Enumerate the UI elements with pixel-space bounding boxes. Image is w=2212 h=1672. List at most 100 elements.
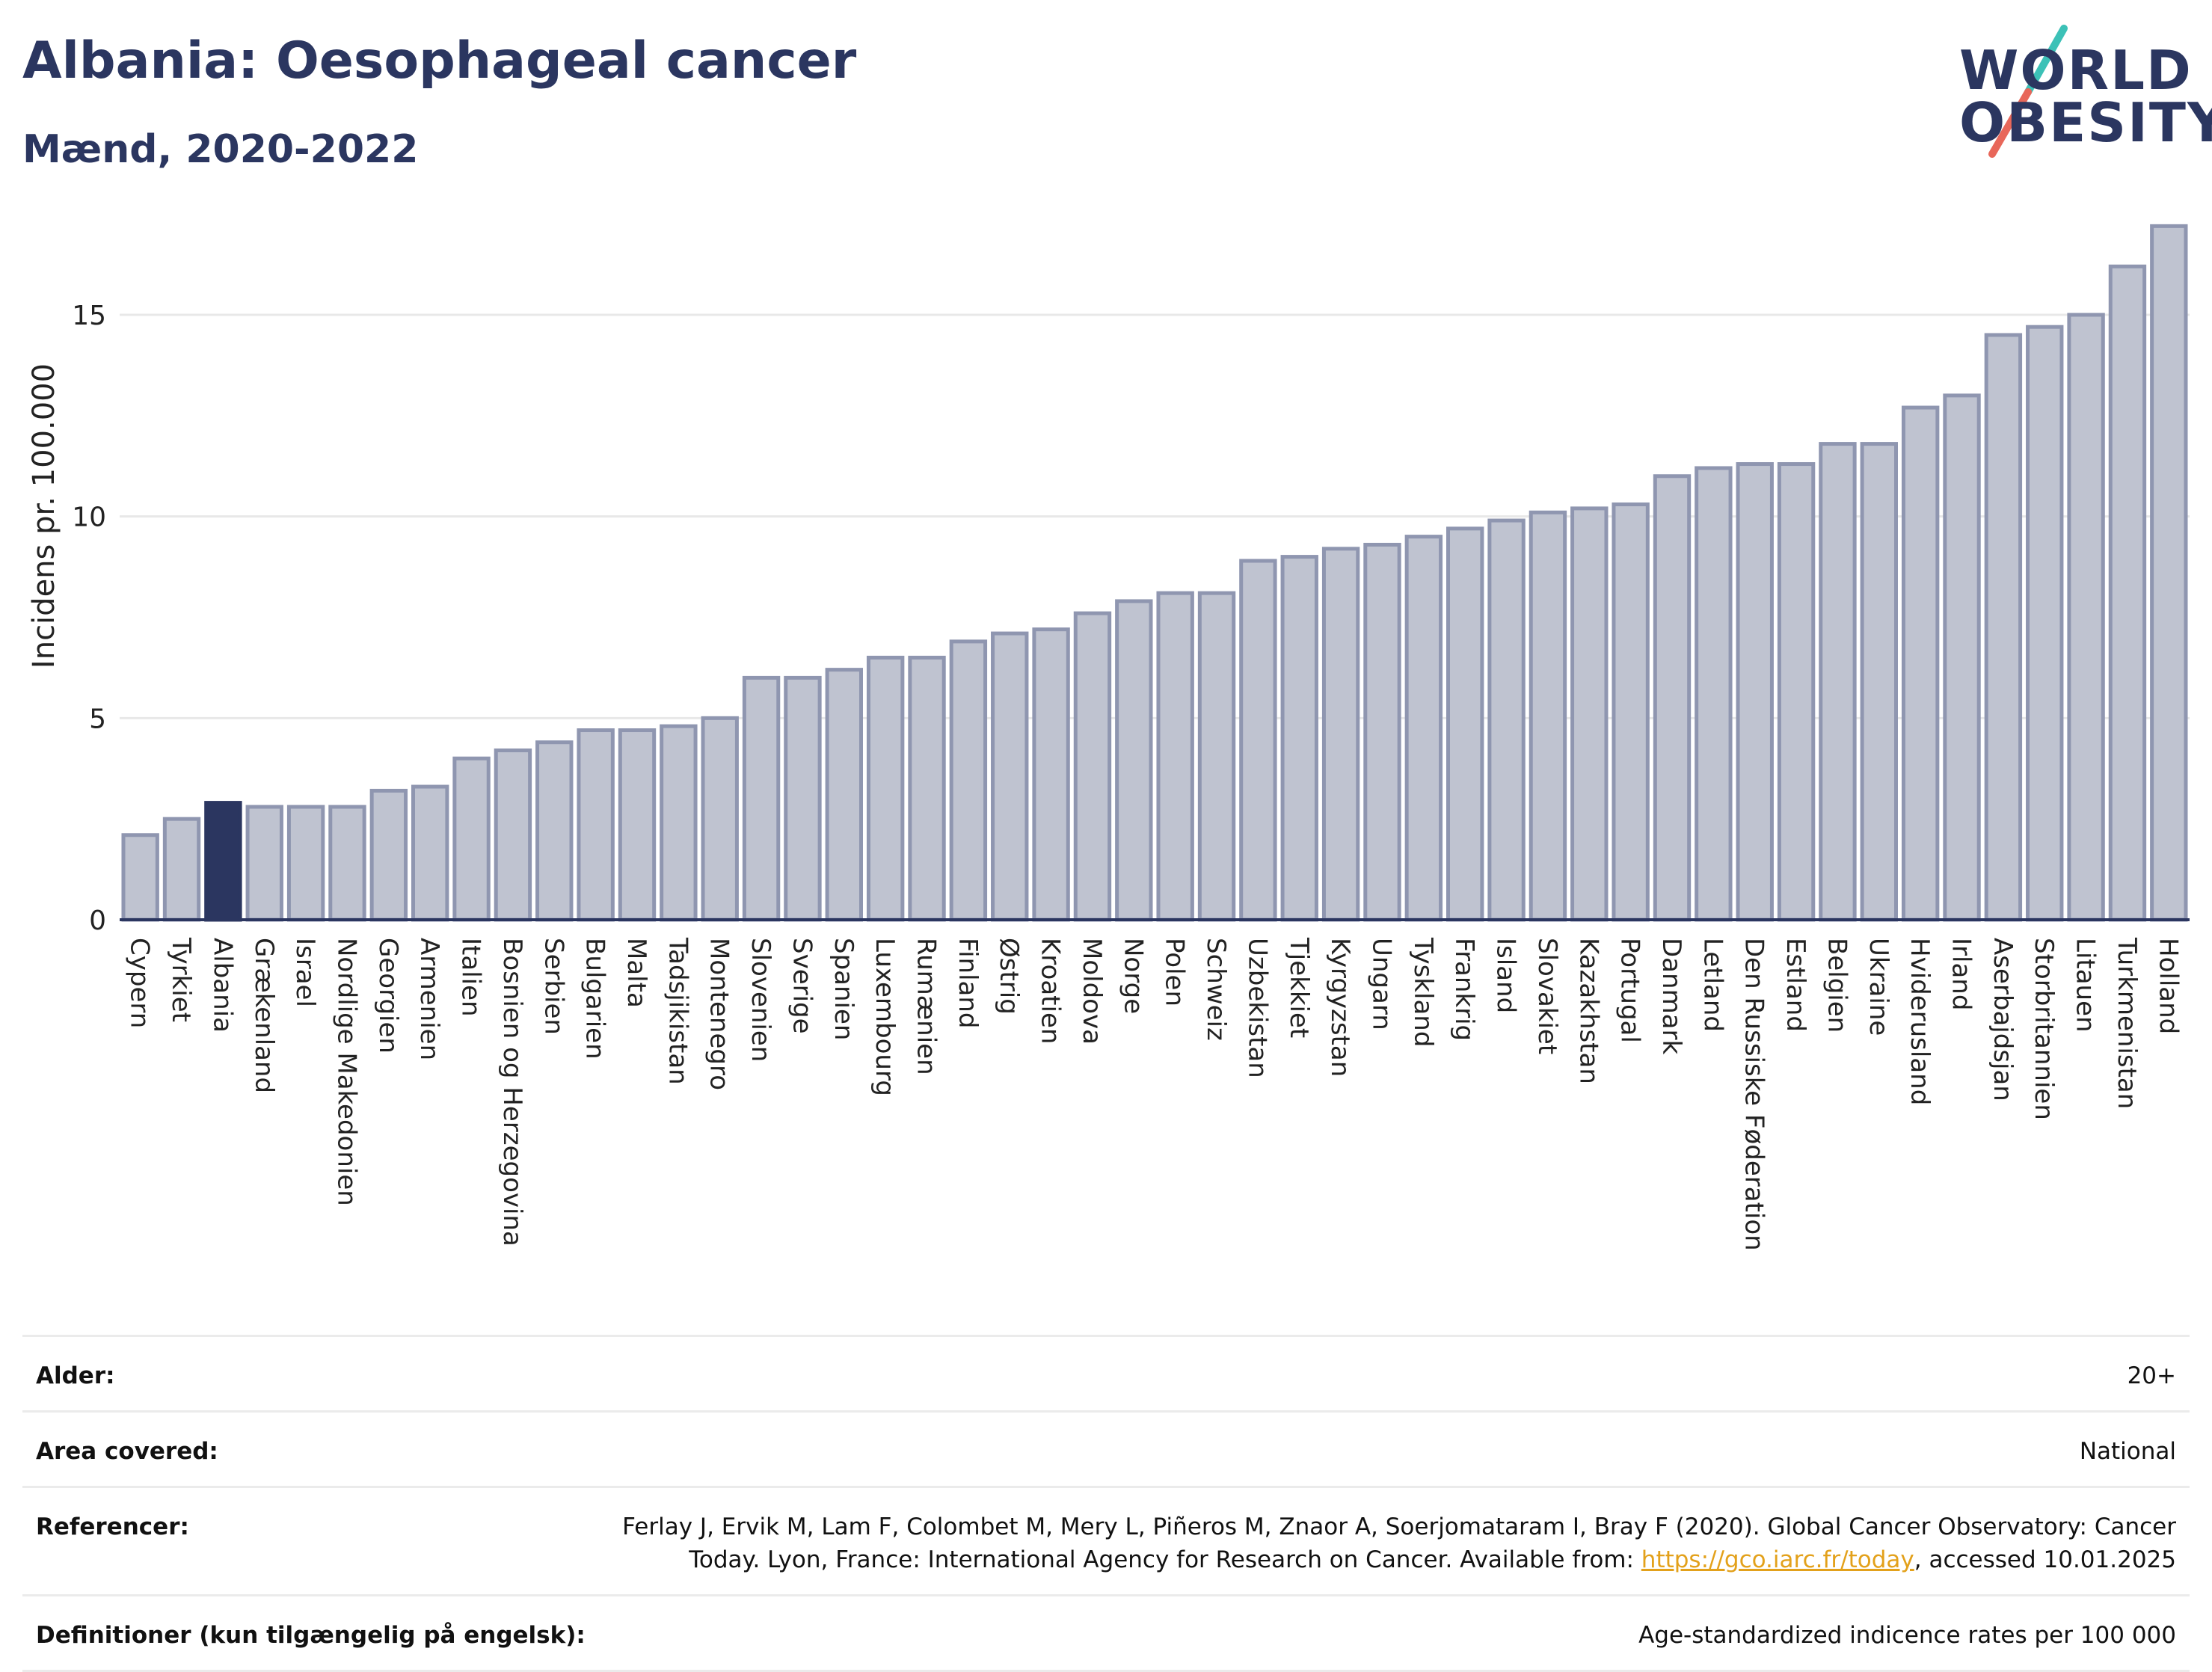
bar[interactable] — [1197, 591, 1236, 922]
category-label: Kyrgyzstan — [1325, 938, 1355, 1077]
category-label: Aserbajdsjan — [1988, 938, 2018, 1101]
category-label: Kroatien — [1036, 938, 1066, 1044]
category-label: Slovenien — [746, 938, 775, 1062]
bar[interactable] — [2026, 325, 2064, 922]
category-label: Holland — [2153, 938, 2183, 1034]
age-label: Alder: — [36, 1362, 115, 1389]
bar[interactable] — [1736, 462, 1774, 922]
bar[interactable] — [369, 788, 408, 922]
info-row-area: Area covered: National — [22, 1413, 2190, 1488]
bar[interactable] — [1529, 510, 1567, 922]
category-label: Ungarn — [1366, 938, 1396, 1030]
bar[interactable] — [1321, 547, 1360, 922]
category-label: Tjekkiet — [1284, 937, 1314, 1038]
category-label: Storbritannien — [2029, 938, 2059, 1120]
bar[interactable] — [784, 675, 822, 922]
bar[interactable] — [286, 805, 325, 922]
bar[interactable] — [1156, 591, 1194, 922]
bar[interactable] — [1363, 542, 1401, 922]
category-label: Tyskland — [1408, 937, 1438, 1047]
category-label: Norge — [1118, 938, 1148, 1014]
category-label: Bulgarien — [580, 938, 610, 1060]
category-label: Moldova — [1077, 938, 1107, 1045]
category-label: Kazakhstan — [1573, 938, 1603, 1084]
category-label: Albania — [207, 938, 237, 1033]
bar[interactable] — [1404, 535, 1443, 922]
category-label: Rumænien — [912, 938, 941, 1075]
bar[interactable] — [2108, 264, 2147, 922]
bar[interactable] — [660, 724, 698, 922]
chart-subtitle: Mænd, 2020-2022 — [22, 127, 419, 172]
bar[interactable] — [411, 784, 449, 922]
category-label: Hviderusland — [1905, 938, 1935, 1105]
bar[interactable] — [162, 817, 201, 922]
bar[interactable] — [1570, 506, 1609, 922]
category-label: Slovakiet — [1532, 938, 1562, 1054]
bar[interactable] — [991, 631, 1029, 922]
bar[interactable] — [1984, 333, 2023, 922]
bar[interactable] — [1860, 442, 1898, 922]
world-obesity-logo[interactable]: WORLD OBESITY — [1944, 21, 2212, 163]
info-row-age: Alder: 20+ — [22, 1337, 2190, 1413]
bar[interactable] — [2150, 224, 2188, 922]
info-row-references: Referencer: Ferlay J, Ervik M, Lam F, Co… — [22, 1488, 2190, 1596]
bar[interactable] — [121, 833, 159, 922]
bar[interactable] — [1073, 611, 1112, 922]
category-label: Belgien — [1822, 938, 1852, 1033]
bar[interactable] — [2067, 313, 2105, 922]
category-label: Italien — [456, 938, 486, 1017]
bar[interactable] — [825, 668, 863, 922]
y-tick-label: 15 — [72, 301, 106, 331]
references-line-2-pre: Today. Lyon, France: International Agenc… — [689, 1546, 1641, 1573]
age-value: 20+ — [2127, 1362, 2176, 1389]
category-label: Tyrkiet — [166, 937, 196, 1022]
y-tick-label: 0 — [89, 906, 106, 936]
bar[interactable] — [1653, 474, 1692, 922]
bar[interactable] — [742, 675, 781, 922]
info-row-definitions: Definitioner (kun tilgængelig på engelsk… — [22, 1596, 2190, 1672]
bar[interactable] — [866, 655, 905, 922]
category-label: Letland — [1698, 938, 1727, 1032]
bar[interactable] — [1032, 627, 1070, 922]
y-tick-label: 10 — [72, 502, 106, 533]
bar[interactable] — [245, 805, 283, 922]
bar[interactable] — [328, 805, 366, 922]
definitions-label: Definitioner (kun tilgængelig på engelsk… — [36, 1622, 586, 1649]
references-label: Referencer: — [36, 1513, 189, 1540]
category-label: Turkmenistan — [2112, 937, 2142, 1109]
bar[interactable] — [1901, 405, 1940, 922]
bar[interactable] — [452, 756, 491, 922]
bar[interactable] — [577, 728, 615, 922]
bar-chart: 0 5 10 15 Cypern Tyrkiet Albania Grækenland Isr… — [27, 224, 2190, 1251]
logo-word-world: WORLD — [1959, 39, 2193, 102]
y-tick-label: 5 — [89, 704, 106, 734]
bar[interactable] — [1280, 555, 1318, 922]
category-label: Schweiz — [1201, 938, 1231, 1041]
bar[interactable] — [535, 740, 574, 922]
category-label: Grækenland — [249, 938, 279, 1093]
category-label: Bosnien og Herzegovina — [497, 938, 527, 1247]
references-link[interactable]: https://gco.iarc.fr/today — [1641, 1546, 1914, 1573]
bar[interactable] — [1695, 466, 1733, 922]
bar[interactable] — [908, 655, 946, 922]
category-labels: Cypern Tyrkiet Albania Grækenland Israel Nord… — [125, 937, 2184, 1251]
bar[interactable] — [618, 728, 657, 922]
category-label: Estland — [1781, 938, 1810, 1032]
category-label: Ukraine — [1864, 938, 1893, 1036]
bar[interactable] — [1819, 442, 1857, 922]
category-label: Irland — [1947, 938, 1976, 1010]
category-label: Sverige — [787, 938, 817, 1034]
bar[interactable] — [701, 716, 739, 922]
bar[interactable] — [1239, 559, 1277, 922]
category-label: Litauen — [2071, 938, 2101, 1033]
bar[interactable] — [494, 748, 532, 922]
bar[interactable] — [949, 639, 988, 922]
bar[interactable] — [1612, 502, 1650, 922]
category-label: Georgien — [373, 938, 403, 1054]
bar[interactable] — [1487, 518, 1526, 922]
bar[interactable] — [1115, 599, 1153, 922]
bar[interactable] — [1777, 462, 1816, 922]
bar[interactable] — [1446, 526, 1484, 922]
bar[interactable] — [1943, 393, 1981, 922]
bar-highlighted[interactable] — [204, 801, 242, 922]
